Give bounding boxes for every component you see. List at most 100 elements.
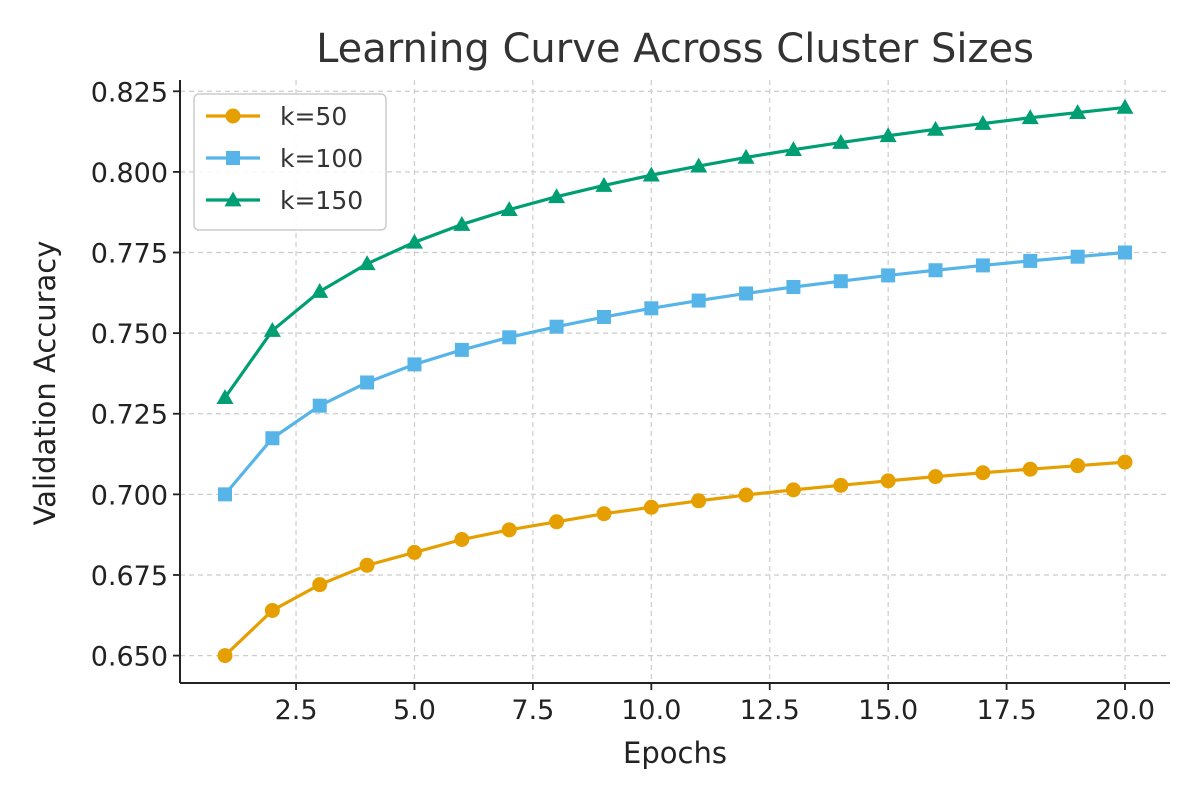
y-axis-label: Validation Accuracy — [28, 241, 62, 526]
series-k=100 — [218, 245, 1132, 502]
legend-marker — [224, 191, 242, 207]
data-point — [691, 493, 707, 509]
data-point — [833, 274, 848, 289]
legend-marker — [226, 151, 240, 165]
data-point — [928, 469, 944, 485]
data-point — [1021, 109, 1039, 125]
legend-entry: k=100 — [206, 144, 363, 173]
series-line — [223, 105, 1126, 399]
series-lines — [216, 98, 1134, 664]
data-point — [596, 310, 611, 325]
y-tick-label: 0.800 — [91, 158, 168, 189]
data-point — [642, 166, 660, 182]
data-point — [927, 120, 945, 136]
data-point — [454, 532, 470, 548]
axes — [179, 80, 1170, 684]
x-tick-label: 10.0 — [621, 695, 681, 726]
data-point — [1069, 104, 1087, 119]
series-k=150 — [216, 98, 1134, 404]
data-point — [500, 201, 518, 217]
x-axis-label: Epochs — [623, 736, 727, 770]
data-point — [312, 398, 327, 413]
data-point — [833, 477, 849, 493]
data-point — [548, 188, 566, 204]
y-tick-label: 0.725 — [91, 400, 168, 431]
legend-label: k=50 — [280, 102, 347, 131]
legend-label: k=100 — [280, 144, 363, 173]
legend-marker — [225, 108, 241, 124]
data-point — [1023, 253, 1038, 268]
data-point — [880, 473, 896, 489]
y-tick-label: 0.750 — [91, 319, 168, 350]
legend-label: k=150 — [280, 186, 363, 215]
legend-entry: k=150 — [206, 186, 363, 215]
data-point — [264, 602, 280, 618]
y-tick-label: 0.675 — [91, 561, 168, 592]
legend-box — [193, 93, 387, 231]
y-tick-label: 0.775 — [91, 239, 168, 270]
y-tick-label: 0.825 — [91, 77, 168, 108]
data-point — [1070, 458, 1086, 474]
data-point — [595, 176, 613, 192]
data-point — [691, 293, 706, 308]
y-tick-label: 0.650 — [91, 642, 168, 673]
data-point — [974, 115, 992, 130]
x-tick-label: 15.0 — [858, 695, 918, 726]
x-tick-label: 20.0 — [1095, 695, 1155, 726]
data-point — [502, 330, 517, 345]
data-point — [360, 375, 375, 390]
data-point — [217, 648, 233, 664]
data-point — [549, 319, 564, 334]
data-point — [690, 157, 708, 173]
data-point — [265, 431, 280, 446]
data-point — [358, 255, 376, 271]
data-point — [785, 482, 801, 498]
y-tick-label: 0.700 — [91, 480, 168, 511]
data-point — [1070, 249, 1085, 264]
data-point — [311, 283, 329, 298]
data-point — [739, 286, 754, 301]
x-tick-label: 12.5 — [740, 695, 800, 726]
legend: k=50 k=100 k=150 — [193, 93, 387, 231]
x-tick-label: 5.0 — [393, 695, 436, 726]
data-point — [1116, 98, 1134, 114]
data-point — [784, 141, 802, 157]
data-point — [786, 280, 801, 295]
data-point — [406, 544, 422, 560]
tick-labels: 2.5 5.0 7.5 10.0 12.5 15.0 17.5 20.0 0.650 0.675 0… — [91, 77, 1155, 726]
data-point — [879, 127, 897, 143]
chart-title: Learning Curve Across Cluster Sizes — [316, 26, 1034, 72]
data-point — [644, 301, 659, 316]
data-point — [738, 487, 754, 503]
data-point — [454, 342, 469, 357]
data-point — [218, 487, 232, 502]
data-point — [216, 389, 234, 404]
data-point — [1117, 454, 1133, 470]
data-point — [975, 258, 990, 273]
data-point — [312, 577, 328, 593]
data-point — [1118, 245, 1132, 260]
series-line — [223, 250, 1126, 496]
x-tick-label: 17.5 — [977, 695, 1037, 726]
data-point — [263, 322, 281, 337]
data-point — [832, 134, 850, 149]
data-point — [549, 514, 565, 530]
data-point — [501, 522, 517, 538]
series-k=50 — [217, 454, 1133, 664]
data-point — [881, 268, 896, 283]
data-point — [975, 465, 991, 481]
data-point — [405, 233, 423, 249]
data-point — [1022, 461, 1038, 477]
x-tick-label: 7.5 — [511, 695, 554, 726]
data-point — [643, 499, 659, 515]
series-line — [223, 460, 1126, 657]
data-point — [453, 215, 471, 231]
x-tick-label: 2.5 — [275, 695, 318, 726]
data-point — [928, 263, 943, 278]
data-point — [359, 557, 375, 573]
data-point — [407, 357, 422, 372]
data-point — [596, 506, 612, 522]
data-point — [737, 148, 755, 164]
legend-entry: k=50 — [206, 102, 347, 131]
